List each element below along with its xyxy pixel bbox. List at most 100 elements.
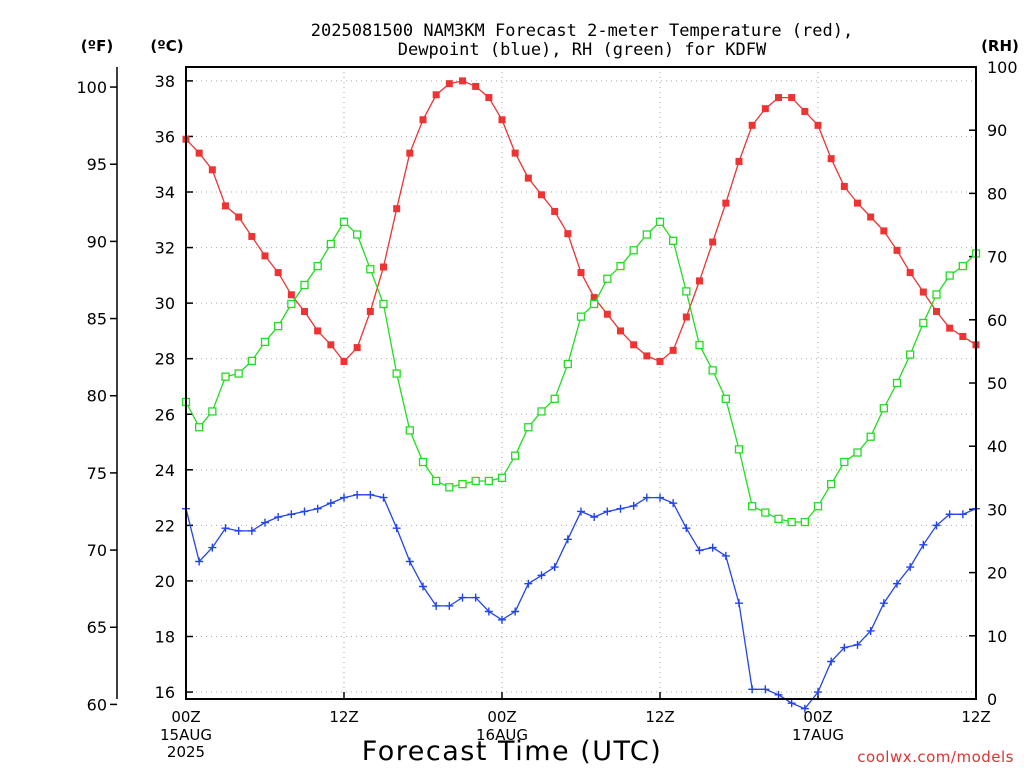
dewpoint-point — [563, 535, 572, 544]
temperature-point — [235, 213, 243, 221]
dewpoint-point — [419, 582, 427, 591]
temperature-point — [261, 252, 269, 260]
rh-point — [787, 517, 796, 527]
celsius-tick-label: 34 — [155, 183, 175, 202]
dewpoint-point — [340, 493, 348, 502]
rh-tick-label: 10 — [987, 627, 1007, 646]
temperature-point — [419, 116, 427, 124]
x-axis-title: Forecast Time (UTC) — [362, 736, 663, 767]
time-tick-label: 00Z — [171, 708, 200, 726]
fahrenheit-tick-label: 100 — [76, 78, 107, 97]
temperature-point — [775, 94, 782, 102]
fahrenheit-tick-label: 90 — [87, 232, 107, 251]
dewpoint-point — [932, 521, 941, 530]
temperature-point — [524, 174, 532, 182]
dewpoint-point — [261, 518, 269, 527]
temperature-point — [643, 352, 651, 360]
fahrenheit-tick-label: 75 — [87, 464, 107, 483]
celsius-tick-label: 20 — [155, 572, 175, 591]
rh-point — [945, 271, 954, 280]
rh-point — [669, 236, 678, 245]
dewpoint-point — [274, 513, 283, 522]
dewpoint-point — [366, 490, 375, 499]
temperature-point — [472, 82, 480, 90]
rh-point — [405, 426, 414, 435]
fahrenheit-unit-label: (ºF) — [81, 37, 113, 55]
rh-point — [524, 423, 533, 432]
rh-point — [208, 407, 217, 416]
time-tick-date-label: 15AUG — [160, 726, 212, 744]
rh-point — [313, 261, 322, 271]
temperature-point — [366, 307, 374, 315]
celsius-tick-label: 32 — [155, 239, 175, 258]
dewpoint-point — [906, 563, 915, 572]
rh-point — [892, 378, 902, 388]
celsius-tick-label: 30 — [155, 294, 175, 313]
rh-point — [932, 290, 941, 299]
rh-point — [247, 356, 256, 366]
dewpoint-point — [603, 507, 612, 516]
chart-title-line1: 2025081500 NAM3KM Forecast 2-meter Tempe… — [311, 21, 853, 41]
dewpoint-point — [511, 607, 520, 616]
temperature-point — [735, 157, 743, 165]
dewpoint-point — [879, 599, 888, 608]
dewpoint-point — [590, 513, 599, 522]
celsius-tick-label: 36 — [155, 127, 175, 146]
temperature-point — [722, 199, 730, 207]
dewpoint-point — [313, 504, 322, 513]
temperature-point — [248, 232, 256, 240]
dewpoint-point — [405, 557, 414, 566]
time-tick-label: 00Z — [803, 708, 832, 726]
rh-point — [550, 394, 559, 403]
temperature-point — [906, 269, 914, 277]
temperature-point — [485, 94, 493, 102]
rh-point — [840, 457, 849, 467]
temperature-series — [182, 77, 980, 365]
temperature-point — [801, 107, 809, 115]
dewpoint-point — [247, 526, 256, 535]
time-tick-year-label: 2025 — [167, 743, 205, 761]
rh-point — [708, 366, 717, 375]
rh-point — [761, 508, 770, 517]
rh-tick-label: 0 — [987, 690, 997, 709]
rh-point — [576, 312, 586, 321]
temperature-point — [630, 341, 638, 349]
temperature-point — [393, 205, 401, 213]
rh-point — [366, 265, 375, 274]
temperature-point — [696, 277, 703, 285]
dewpoint-point — [695, 546, 704, 555]
rh-tick-label: 100 — [987, 58, 1018, 77]
rh-tick-label: 80 — [987, 184, 1007, 203]
rh-point — [353, 230, 362, 239]
temperature-point — [380, 263, 387, 271]
rh-tick-label: 30 — [987, 500, 1007, 519]
rh-point — [497, 473, 507, 482]
temperature-point — [919, 288, 927, 296]
rh-tick-label: 40 — [987, 437, 1007, 456]
rh-point — [537, 407, 546, 416]
rh-point — [879, 404, 888, 413]
dewpoint-point — [208, 543, 217, 552]
dewpoint-point — [774, 690, 783, 699]
dewpoint-line — [185, 494, 977, 710]
rh-point — [274, 321, 283, 331]
temperature-point — [301, 307, 308, 315]
temperature-point — [340, 357, 348, 365]
temperature-point — [564, 230, 572, 238]
temperature-point — [222, 202, 229, 210]
credit-text: coolwx.com/models — [857, 748, 1014, 766]
temperature-point — [709, 238, 717, 246]
rh-point — [432, 476, 441, 486]
dewpoint-point — [761, 685, 770, 694]
celsius-unit-label: (ºC) — [150, 37, 183, 55]
temperature-point — [827, 155, 835, 163]
dewpoint-point — [353, 490, 362, 499]
celsius-tick-label: 24 — [155, 461, 175, 480]
rh-point — [616, 261, 625, 271]
rh-point — [695, 340, 704, 350]
rh-point — [642, 230, 651, 239]
rh-series — [181, 217, 981, 527]
temperature-point — [933, 307, 940, 315]
temperature-point — [959, 332, 967, 340]
